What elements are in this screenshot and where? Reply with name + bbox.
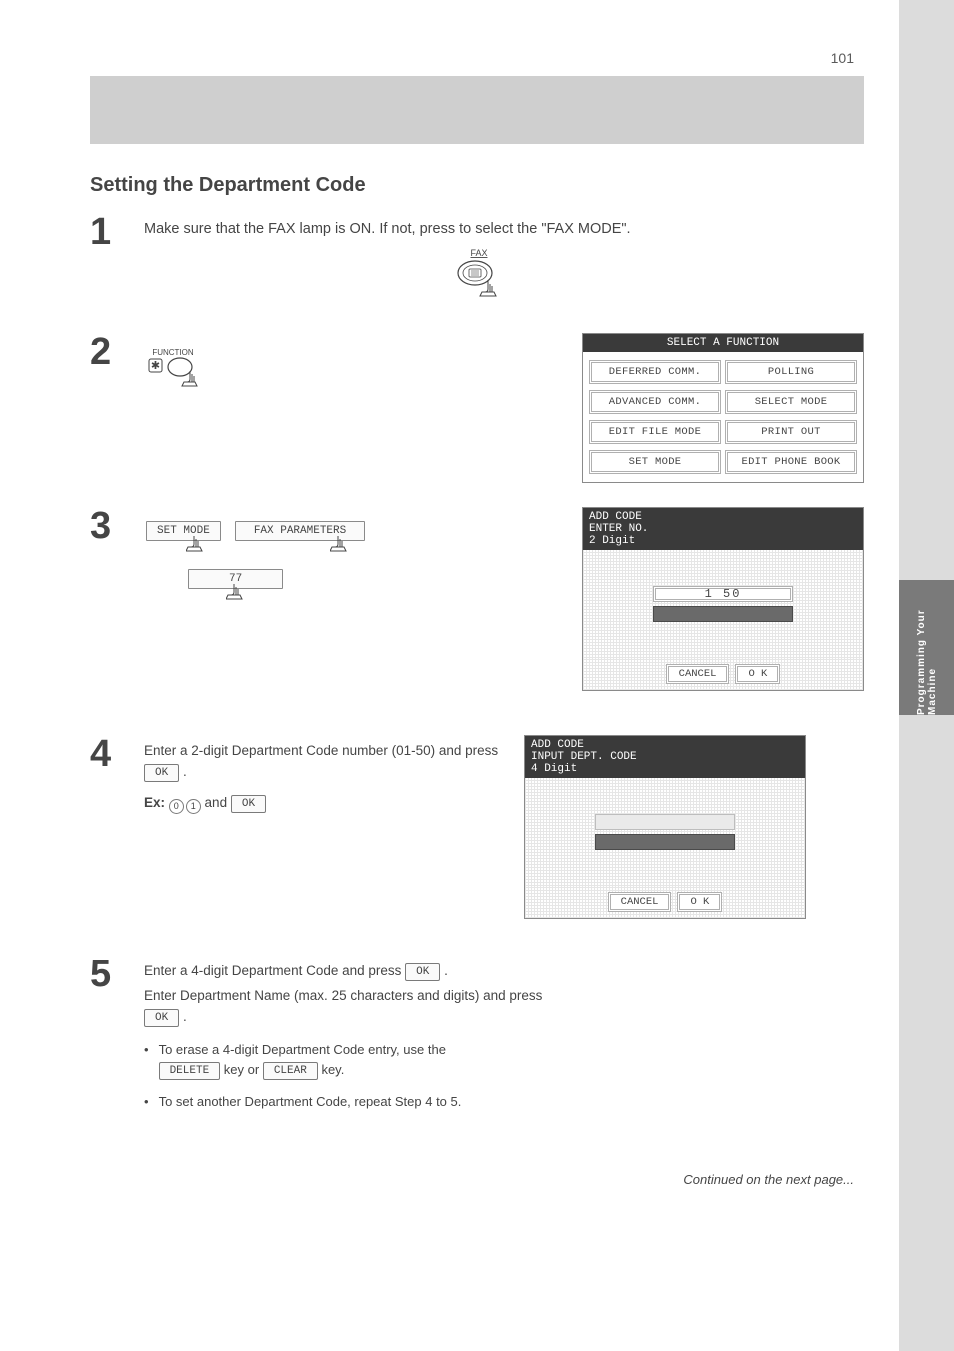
lcd-cell: ADVANCED COMM. xyxy=(589,390,721,414)
step-4-example: Ex: 01 and OK xyxy=(144,793,524,814)
lcd-footer: CANCEL O K xyxy=(525,886,805,918)
lcd-panel-functions: SELECT A FUNCTION DEFERRED COMM. POLLING… xyxy=(582,333,864,483)
lcd-cell: SET MODE xyxy=(589,450,721,474)
lcd-h2: INPUT DEPT. CODE xyxy=(531,751,799,763)
lcd-cell: POLLING xyxy=(725,360,857,384)
step-1-text-b: to select the "FAX MODE". xyxy=(459,221,630,237)
step-number: 5 xyxy=(90,955,144,993)
lcd-panel-addcode1: ADD CODE ENTER NO. 2 Digit 1 50 CANCEL O… xyxy=(582,507,864,691)
lcd-cancel-btn: CANCEL xyxy=(608,892,672,912)
step-1-text-a: Make sure that the FAX lamp is ON. If no… xyxy=(144,221,459,237)
svg-text:FAX: FAX xyxy=(470,248,487,258)
step-number: 4 xyxy=(90,735,144,773)
title-bar xyxy=(90,76,864,144)
lcd-h2: ENTER NO. xyxy=(589,523,857,535)
step-1-text: Make sure that the FAX lamp is ON. If no… xyxy=(144,219,864,241)
num-77-button[interactable]: 77 xyxy=(188,569,283,589)
lcd-ok-btn: O K xyxy=(735,664,780,684)
lcd-h1: ADD CODE xyxy=(589,511,857,523)
lcd-h3: 4 Digit xyxy=(531,763,799,775)
lcd-panel-addcode2: ADD CODE INPUT DEPT. CODE 4 Digit CANCEL… xyxy=(524,735,806,919)
svg-text:✱: ✱ xyxy=(151,360,160,372)
lcd-field-cursor xyxy=(653,606,793,622)
lcd-header: ADD CODE INPUT DEPT. CODE 4 Digit xyxy=(525,736,805,778)
subsection-title: Setting the Department Code xyxy=(90,174,864,197)
set-mode-button[interactable]: SET MODE xyxy=(146,521,221,541)
ok-key[interactable]: OK xyxy=(231,795,266,813)
lcd-cell: EDIT PHONE BOOK xyxy=(725,450,857,474)
lcd-cell: SELECT MODE xyxy=(725,390,857,414)
ok-key[interactable]: OK xyxy=(405,963,440,981)
continued-label: Continued on the next page... xyxy=(90,1172,864,1187)
lcd-body xyxy=(525,778,805,886)
ok-key[interactable]: OK xyxy=(144,764,179,782)
page-number: 101 xyxy=(90,50,864,66)
page-body: 101 Department Codes Setting the Departm… xyxy=(0,0,954,1227)
lcd-cell: DEFERRED COMM. xyxy=(589,360,721,384)
lcd-field-cursor xyxy=(595,834,735,850)
step-1: 1 Make sure that the FAX lamp is ON. If … xyxy=(90,213,864,309)
step-5-note2: • To set another Department Code, repeat… xyxy=(144,1092,504,1112)
step-4-text: Enter a 2-digit Department Code number (… xyxy=(144,741,524,783)
keypad-keys-icon: 01 xyxy=(169,799,201,814)
lcd-header: ADD CODE ENTER NO. 2 Digit xyxy=(583,508,863,550)
step-5-line2: Enter Department Name (max. 25 character… xyxy=(144,986,564,1028)
lcd-field-empty xyxy=(595,814,735,830)
function-key-icon: FUNCTION ✱ xyxy=(146,347,582,397)
lcd-field-value: 1 50 xyxy=(653,586,793,602)
ok-key[interactable]: OK xyxy=(144,1009,179,1027)
clear-key[interactable]: CLEAR xyxy=(263,1062,318,1080)
step-2: 2 FUNCTION ✱ SELECT A FUNCTION xyxy=(90,333,864,483)
fax-parameters-button[interactable]: FAX PARAMETERS xyxy=(235,521,365,541)
soft-button-sequence: SET MODE FAX PARAMETERS 77 xyxy=(146,521,376,589)
step-number: 1 xyxy=(90,213,144,251)
lcd-cell: EDIT FILE MODE xyxy=(589,420,721,444)
step-5-note1: • To erase a 4-digit Department Code ent… xyxy=(144,1040,504,1080)
lcd-h1: ADD CODE xyxy=(531,739,799,751)
svg-text:FUNCTION: FUNCTION xyxy=(152,348,194,357)
step-3: 3 SET MODE FAX PARAMETERS 77 xyxy=(90,507,864,691)
step-4: 4 Enter a 2-digit Department Code number… xyxy=(90,735,864,919)
step-5-line1: Enter a 4-digit Department Code and pres… xyxy=(144,961,564,982)
lcd-cell: PRINT OUT xyxy=(725,420,857,444)
side-tab-label: Programming Your Machine xyxy=(916,580,938,715)
step-5: 5 Enter a 4-digit Department Code and pr… xyxy=(90,955,864,1112)
lcd-cancel-btn: CANCEL xyxy=(666,664,730,684)
lcd-footer: CANCEL O K xyxy=(583,658,863,690)
lcd-h3: 2 Digit xyxy=(589,535,857,547)
lcd-ok-btn: O K xyxy=(677,892,722,912)
fax-key-icon: FAX xyxy=(94,247,864,303)
step-number: 3 xyxy=(90,507,144,545)
lcd-header: SELECT A FUNCTION xyxy=(583,334,863,352)
step-number: 2 xyxy=(90,333,144,371)
lcd-body: 1 50 xyxy=(583,550,863,658)
side-tab-dark: Programming Your Machine xyxy=(899,580,954,715)
lcd-grid: DEFERRED COMM. POLLING ADVANCED COMM. SE… xyxy=(583,352,863,482)
delete-key[interactable]: DELETE xyxy=(159,1062,221,1080)
